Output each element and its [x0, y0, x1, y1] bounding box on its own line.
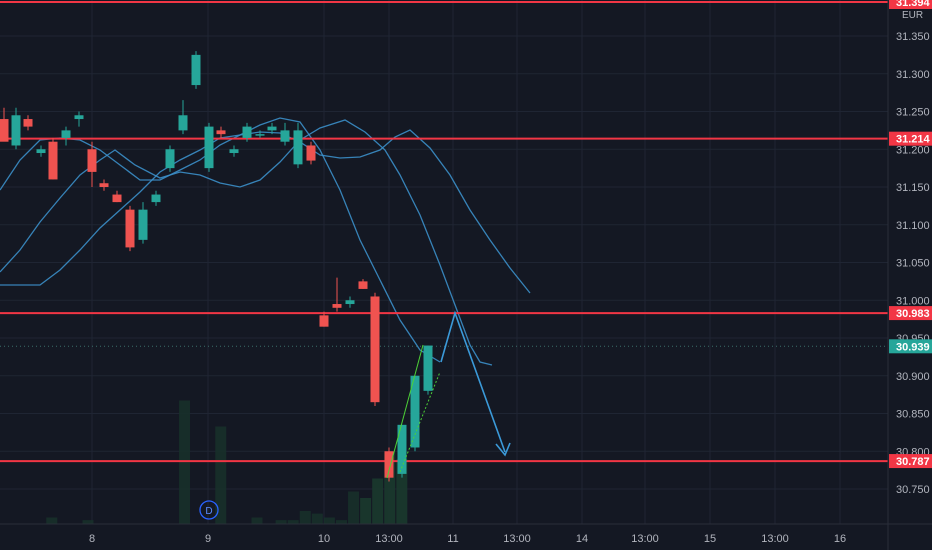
volume-bar	[215, 426, 227, 524]
candle-body[interactable]	[138, 209, 148, 240]
candle-body[interactable]	[229, 149, 239, 154]
volume-bar	[372, 478, 384, 524]
last-price-tag-label: 30.939	[896, 341, 930, 353]
candle-body[interactable]	[204, 126, 214, 169]
moving-average-line	[0, 119, 493, 366]
y-axis-tick-label: 31.000	[896, 295, 930, 307]
y-axis-tick-label: 31.150	[896, 182, 930, 194]
volume-bar	[179, 400, 191, 524]
candle-body[interactable]	[99, 183, 109, 187]
projection-arrowhead	[495, 442, 511, 457]
candle-body[interactable]	[11, 115, 21, 146]
candle-body[interactable]	[216, 130, 226, 135]
dividend-marker-label: D	[205, 506, 212, 517]
volume-bar	[396, 459, 408, 524]
projection-path[interactable]	[440, 310, 506, 453]
x-axis-tick-label: 8	[89, 533, 95, 545]
x-axis-tick-label: 13:00	[503, 533, 531, 545]
x-axis-tick-label: 11	[447, 533, 458, 545]
price-level-tag[interactable]	[889, 0, 932, 9]
x-axis-tick-label: 9	[205, 533, 211, 545]
x-axis-tick-label: 15	[704, 533, 716, 545]
trendline-upper[interactable]	[399, 371, 441, 473]
y-axis-tick-label: 30.750	[896, 484, 930, 496]
trendline-lower[interactable]	[386, 344, 424, 479]
candle-body[interactable]	[0, 119, 9, 142]
candle-body[interactable]	[125, 209, 135, 248]
y-axis-tick-label: 30.900	[896, 371, 930, 383]
volume-bar	[360, 498, 372, 524]
price-level-tag-label: 30.787	[896, 456, 930, 468]
y-axis-tick-label: 31.250	[896, 107, 930, 119]
volume-bar	[348, 491, 360, 524]
candle-body[interactable]	[151, 194, 161, 203]
price-level-tag-label: 31.394	[896, 0, 931, 9]
price-level-tag[interactable]	[889, 131, 932, 146]
volume-bar	[323, 517, 335, 524]
y-axis-tick-label: 31.300	[896, 69, 930, 81]
candle-body[interactable]	[410, 375, 420, 448]
candle-body[interactable]	[74, 115, 84, 120]
dividend-marker-icon[interactable]	[199, 500, 219, 520]
candle-body[interactable]	[345, 300, 355, 305]
y-axis-tick-label: 31.050	[896, 258, 930, 270]
price-level-tag-label: 31.214	[896, 134, 931, 146]
candle-body[interactable]	[255, 134, 265, 136]
volume-bar	[82, 520, 94, 524]
last-price-tag[interactable]	[889, 339, 932, 354]
candle-body[interactable]	[293, 130, 303, 165]
candle-body[interactable]	[423, 345, 433, 391]
x-axis-tick-label: 14	[576, 533, 588, 545]
volume-bar	[335, 520, 347, 524]
price-level-tag[interactable]	[889, 454, 932, 469]
candle-body[interactable]	[112, 194, 122, 203]
candle-body[interactable]	[61, 130, 71, 138]
x-axis-tick-label: 10	[318, 533, 330, 545]
candle-body[interactable]	[23, 119, 33, 127]
candle-body[interactable]	[242, 126, 252, 138]
candle-body[interactable]	[165, 149, 175, 169]
x-axis-tick-label: 13:00	[375, 533, 403, 545]
moving-average-line	[0, 129, 531, 294]
candle-body[interactable]	[87, 149, 97, 172]
candle-body[interactable]	[36, 149, 46, 154]
volume-bar	[46, 517, 58, 524]
candle-body[interactable]	[332, 304, 342, 308]
volume-bar	[311, 513, 323, 524]
y-axis-tick-label: 31.100	[896, 220, 930, 232]
candle-body[interactable]	[384, 451, 394, 478]
volume-bar	[275, 520, 287, 524]
candle-body[interactable]	[370, 296, 380, 403]
volume-bar	[384, 452, 396, 524]
y-axis-tick-label: 31.200	[896, 144, 930, 156]
candle-body[interactable]	[306, 145, 316, 161]
x-axis-tick-label: 16	[834, 533, 846, 545]
y-axis-tick-label: 30.850	[896, 409, 930, 421]
price-level-tag-label: 30.983	[896, 308, 930, 320]
candle-body[interactable]	[358, 281, 368, 289]
candle-body[interactable]	[178, 115, 188, 131]
candle-body[interactable]	[191, 54, 201, 86]
volume-bar	[251, 517, 263, 524]
candle-body[interactable]	[267, 126, 277, 131]
candle-body[interactable]	[280, 130, 290, 142]
candle-body[interactable]	[48, 141, 58, 180]
y-axis-tick-label: 31.350	[896, 31, 930, 43]
candle-body[interactable]	[397, 424, 407, 474]
x-axis-tick-label: 13:00	[631, 533, 659, 545]
volume-bar	[287, 520, 299, 524]
price-level-tag[interactable]	[889, 306, 932, 321]
volume-bar	[299, 511, 311, 524]
currency-label: EUR	[902, 10, 923, 21]
x-axis-tick-label: 13:00	[761, 533, 789, 545]
candle-body[interactable]	[319, 315, 329, 327]
